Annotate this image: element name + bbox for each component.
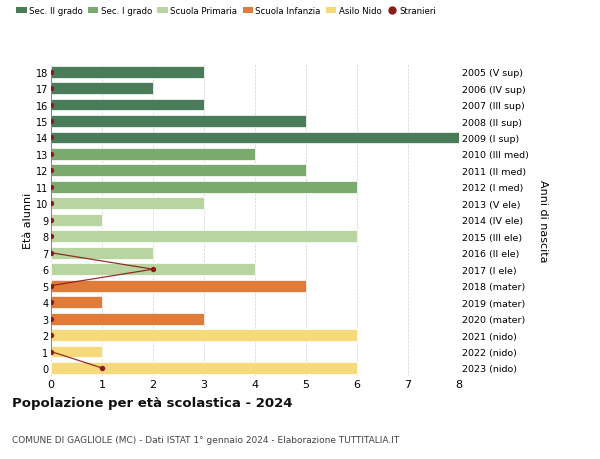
- Bar: [51, 198, 204, 210]
- Bar: [51, 330, 357, 341]
- Bar: [51, 346, 102, 358]
- Point: [46, 282, 56, 290]
- Bar: [51, 100, 204, 111]
- Bar: [51, 313, 204, 325]
- Point: [46, 134, 56, 142]
- Bar: [51, 182, 357, 193]
- Legend: Sec. II grado, Sec. I grado, Scuola Primaria, Scuola Infanzia, Asilo Nido, Stran: Sec. II grado, Sec. I grado, Scuola Prim…: [16, 6, 437, 16]
- Bar: [51, 132, 459, 144]
- Bar: [51, 149, 255, 161]
- Bar: [51, 83, 153, 95]
- Point: [46, 200, 56, 207]
- Point: [46, 184, 56, 191]
- Point: [46, 233, 56, 241]
- Point: [46, 348, 56, 355]
- Bar: [51, 214, 102, 226]
- Bar: [51, 247, 153, 259]
- Bar: [51, 116, 306, 128]
- Point: [46, 299, 56, 306]
- Point: [46, 217, 56, 224]
- Bar: [51, 263, 255, 275]
- Point: [46, 315, 56, 323]
- Point: [46, 168, 56, 175]
- Point: [46, 250, 56, 257]
- Point: [46, 118, 56, 125]
- Bar: [51, 67, 204, 78]
- Point: [46, 69, 56, 76]
- Text: Popolazione per età scolastica - 2024: Popolazione per età scolastica - 2024: [12, 396, 293, 409]
- Bar: [51, 165, 306, 177]
- Point: [46, 151, 56, 158]
- Point: [148, 266, 158, 273]
- Bar: [51, 297, 102, 308]
- Y-axis label: Età alunni: Età alunni: [23, 192, 33, 248]
- Bar: [51, 231, 357, 243]
- Bar: [51, 362, 357, 374]
- Y-axis label: Anni di nascita: Anni di nascita: [538, 179, 548, 262]
- Point: [97, 364, 107, 372]
- Text: COMUNE DI GAGLIOLE (MC) - Dati ISTAT 1° gennaio 2024 - Elaborazione TUTTITALIA.I: COMUNE DI GAGLIOLE (MC) - Dati ISTAT 1° …: [12, 435, 399, 443]
- Bar: [51, 280, 306, 292]
- Point: [46, 101, 56, 109]
- Point: [46, 85, 56, 93]
- Point: [46, 332, 56, 339]
